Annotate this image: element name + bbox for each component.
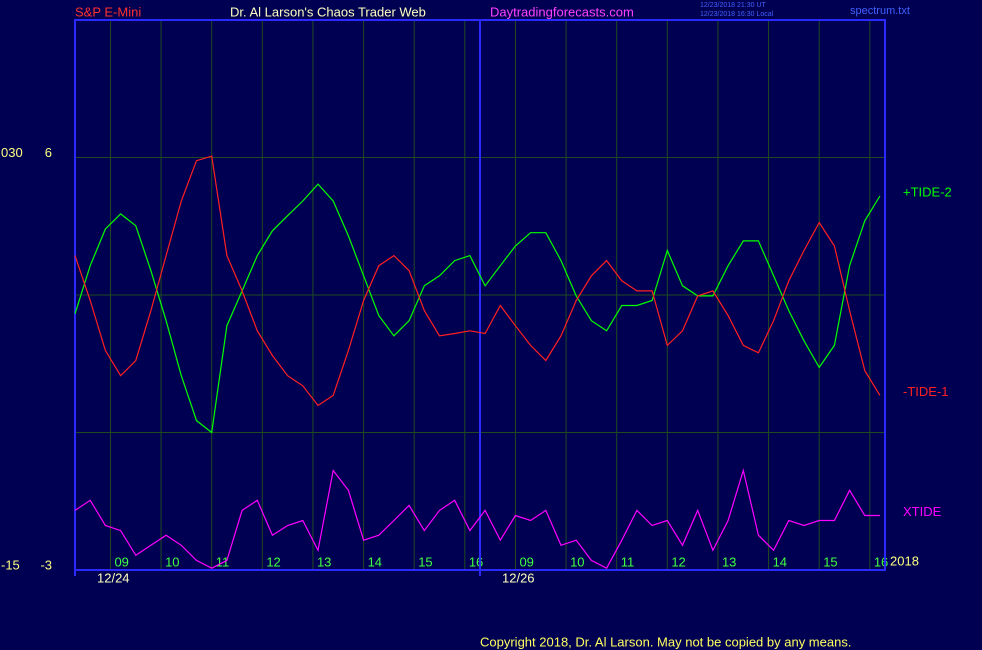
series-line xyxy=(74,155,881,407)
x-tick-label: 14 xyxy=(773,554,787,569)
y2-tick-label: -15 xyxy=(1,557,20,572)
x-tick-label: 10 xyxy=(165,554,179,569)
y2-tick-label: 030 xyxy=(1,145,23,160)
series-label: -TIDE-1 xyxy=(903,384,949,399)
series-label: XTIDE xyxy=(903,504,942,519)
series-line xyxy=(74,468,880,570)
y-tick-label: 6 xyxy=(45,145,52,160)
x-tick-label: 16 xyxy=(874,554,888,569)
year: 2018 xyxy=(890,553,919,568)
x-tick-label: 13 xyxy=(722,554,736,569)
timestamp: 12/23/2018 21:30 UT xyxy=(700,2,766,9)
series-label: +TIDE-2 xyxy=(903,184,952,199)
instrument: S&P E-Mini xyxy=(75,4,141,19)
x-tick-label: 09 xyxy=(519,554,533,569)
x-tick-label: 15 xyxy=(418,554,432,569)
x-tick-label: 13 xyxy=(317,554,331,569)
x-tick-label: 10 xyxy=(570,554,584,569)
file-name: spectrum.txt xyxy=(850,5,910,17)
chart-title: Dr. Al Larson's Chaos Trader Web xyxy=(230,4,426,19)
plot-frame xyxy=(74,19,886,571)
x-tick-label: 15 xyxy=(823,554,837,569)
website: Daytradingforecasts.com xyxy=(490,4,634,19)
x-tick-label: 16 xyxy=(469,554,483,569)
x-tick-label: 12 xyxy=(266,554,280,569)
date-label: 12/26 xyxy=(502,570,535,585)
x-tick-label: 09 xyxy=(114,554,128,569)
x-tick-label: 12 xyxy=(671,554,685,569)
timestamp: 12/23/2018 16:30 Local xyxy=(700,11,774,18)
copyright: Copyright 2018, Dr. Al Larson. May not b… xyxy=(480,634,851,649)
y-tick-label: -3 xyxy=(40,557,52,572)
x-tick-label: 11 xyxy=(216,554,230,569)
series-line xyxy=(74,183,881,434)
x-tick-label: 11 xyxy=(621,554,635,569)
x-tick-label: 14 xyxy=(368,554,382,569)
date-label: 12/24 xyxy=(97,570,130,585)
